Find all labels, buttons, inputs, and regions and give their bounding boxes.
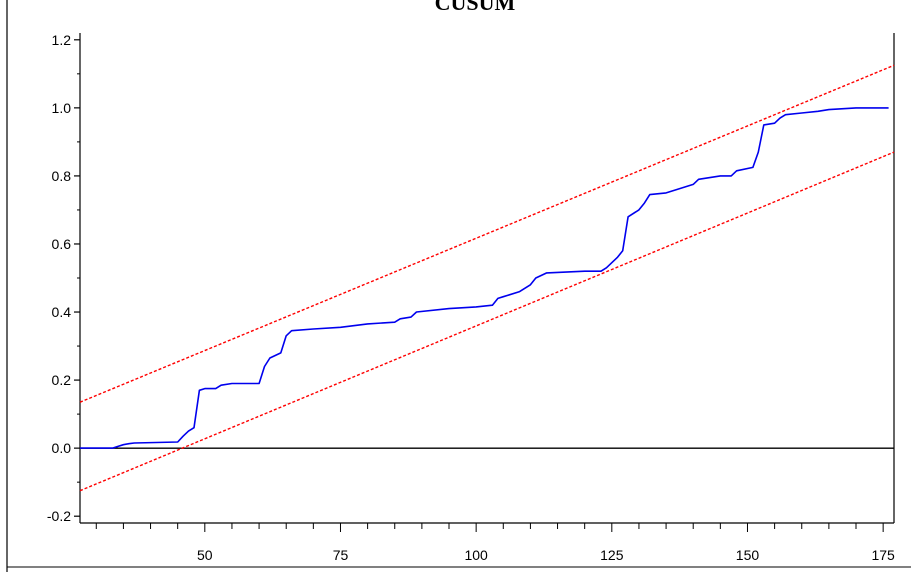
x-axis: 50 75 100 125 150 175 <box>95 523 895 563</box>
x-tick-label: 50 <box>197 547 213 563</box>
y-tick-label: 0.0 <box>52 440 72 456</box>
y-tick-label: 0.8 <box>52 168 72 184</box>
x-tick-label: 150 <box>736 547 760 563</box>
y-tick-label: 0.6 <box>52 236 72 252</box>
cusum-line <box>80 107 889 449</box>
x-tick-label: 100 <box>464 547 488 563</box>
x-tick-label: 175 <box>871 547 895 563</box>
y-tick-label: 0.4 <box>52 304 72 320</box>
bands-layer <box>79 64 895 492</box>
cusum-layer <box>80 107 889 449</box>
y-axis: -0.2 0.0 0.2 0.4 0.6 0.8 1.0 1.2 <box>47 32 80 524</box>
lower-band-line <box>79 151 895 492</box>
upper-band-line <box>79 64 895 403</box>
y-tick-label: 0.2 <box>52 372 72 388</box>
chart-title: CUSUM <box>435 0 516 15</box>
plot-area <box>79 33 895 524</box>
y-tick-label: 1.0 <box>52 100 72 116</box>
x-tick-label: 75 <box>333 547 349 563</box>
x-tick-label: 125 <box>600 547 624 563</box>
y-tick-label: -0.2 <box>47 508 71 524</box>
y-tick-label: 1.2 <box>52 32 72 48</box>
